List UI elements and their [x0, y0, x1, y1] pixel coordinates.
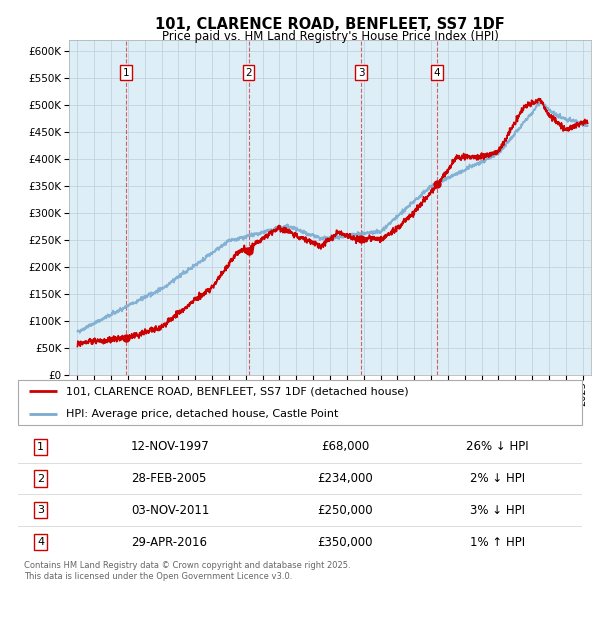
Text: 2% ↓ HPI: 2% ↓ HPI	[470, 472, 525, 485]
Text: 4: 4	[433, 68, 440, 78]
Text: £250,000: £250,000	[317, 504, 373, 517]
Text: 29-APR-2016: 29-APR-2016	[131, 536, 207, 549]
Text: 12-NOV-1997: 12-NOV-1997	[131, 440, 209, 453]
Text: 2: 2	[37, 474, 44, 484]
Text: 1: 1	[37, 442, 44, 452]
Text: £234,000: £234,000	[317, 472, 373, 485]
Text: 101, CLARENCE ROAD, BENFLEET, SS7 1DF (detached house): 101, CLARENCE ROAD, BENFLEET, SS7 1DF (d…	[66, 386, 409, 396]
Text: 3: 3	[358, 68, 364, 78]
FancyBboxPatch shape	[18, 380, 582, 425]
Text: 2: 2	[245, 68, 252, 78]
Text: 1: 1	[122, 68, 129, 78]
Text: 4: 4	[37, 537, 44, 547]
Text: £350,000: £350,000	[317, 536, 373, 549]
Text: £68,000: £68,000	[321, 440, 369, 453]
Text: 3% ↓ HPI: 3% ↓ HPI	[470, 504, 525, 517]
Text: 03-NOV-2011: 03-NOV-2011	[131, 504, 209, 517]
Text: 3: 3	[37, 505, 44, 515]
Text: This data is licensed under the Open Government Licence v3.0.: This data is licensed under the Open Gov…	[24, 572, 292, 582]
Text: 101, CLARENCE ROAD, BENFLEET, SS7 1DF: 101, CLARENCE ROAD, BENFLEET, SS7 1DF	[155, 17, 505, 32]
Text: Contains HM Land Registry data © Crown copyright and database right 2025.: Contains HM Land Registry data © Crown c…	[24, 561, 350, 570]
Text: 28-FEB-2005: 28-FEB-2005	[131, 472, 206, 485]
Text: 26% ↓ HPI: 26% ↓ HPI	[466, 440, 529, 453]
Text: 1% ↑ HPI: 1% ↑ HPI	[470, 536, 525, 549]
Text: Price paid vs. HM Land Registry's House Price Index (HPI): Price paid vs. HM Land Registry's House …	[161, 30, 499, 43]
Text: HPI: Average price, detached house, Castle Point: HPI: Average price, detached house, Cast…	[66, 409, 338, 419]
